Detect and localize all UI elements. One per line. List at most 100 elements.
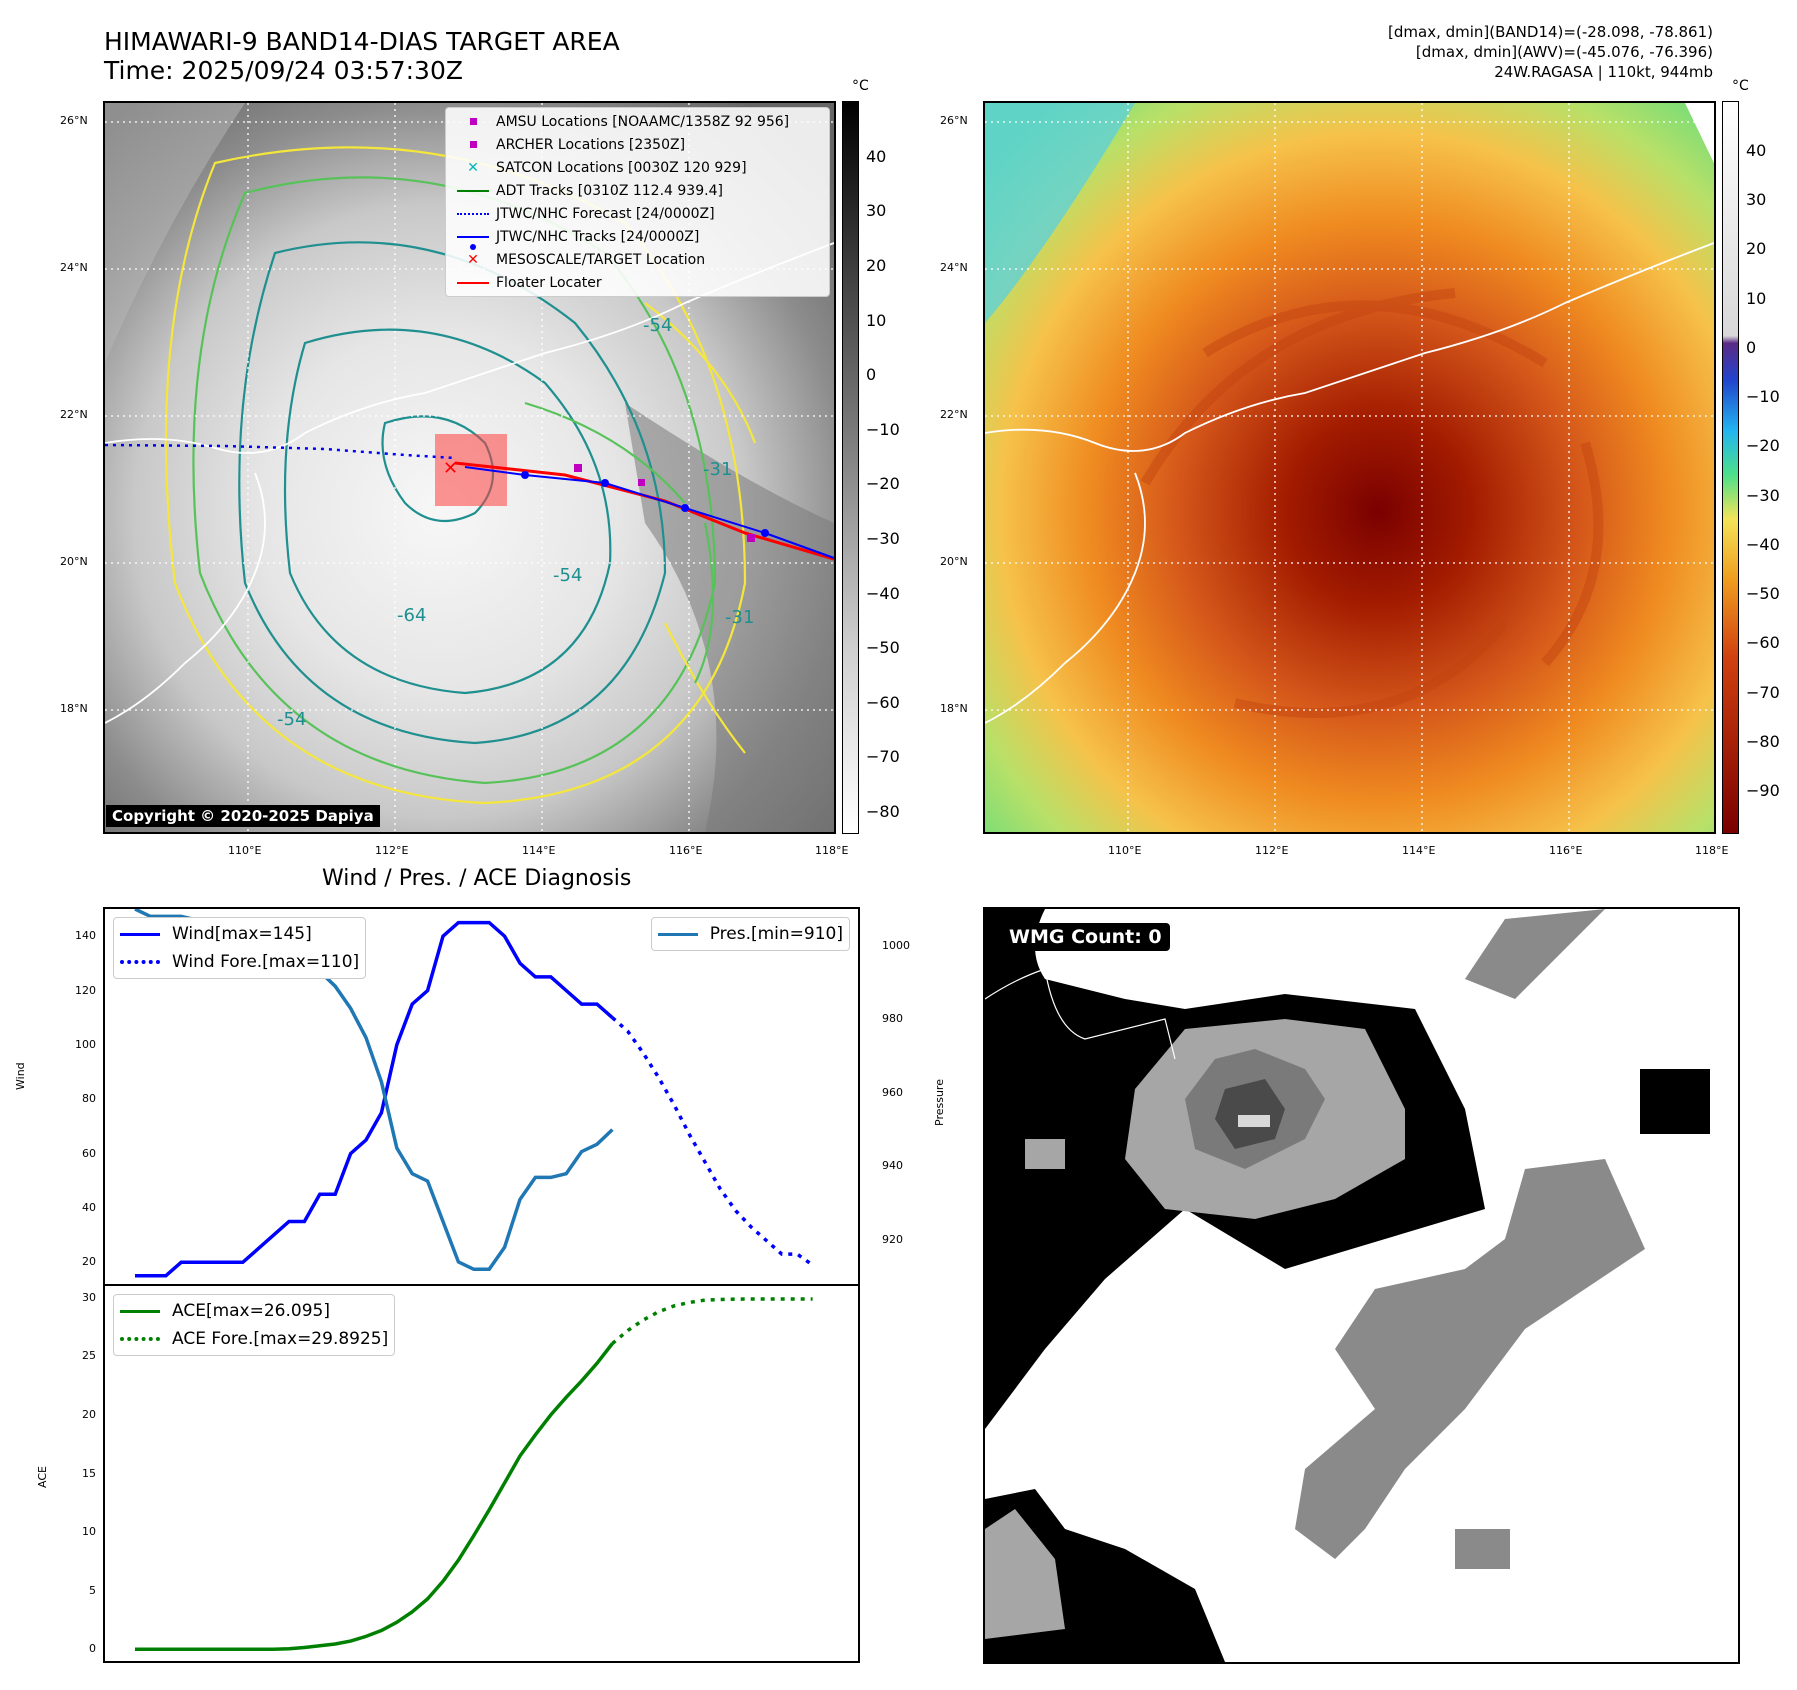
ace-axis-tick: 25 [82,1349,96,1363]
wmg-gray-band [1455,1529,1510,1569]
ace-axis-tick: 5 [89,1583,96,1597]
gray-colorbar-tick: −70 [866,747,900,767]
gray-colorbar-tick: −50 [866,638,900,658]
contour-label: -31 [703,459,732,480]
coastline [105,242,834,724]
color-colorbar-tick: −90 [1746,781,1780,801]
wind-axis-tick: 40 [82,1200,96,1214]
lon-label: 112°E [1255,844,1289,857]
legend-item: ✕ MESOSCALE/TARGET Location [467,251,706,268]
copyright-badge: Copyright © 2020-2025 Dapiya [106,805,380,827]
wind-pressure-chart: Wind[max=145] Wind Fore.[max=110] Pres.[… [103,907,860,1286]
map-legend: AMSU Locations [NOAAMC/1358Z 92 956] ARC… [445,107,830,297]
legend-item: JTWC/NHC Forecast [24/0000Z] [450,202,825,225]
wmg-gray-band [1295,1159,1645,1559]
wmg-core [1238,1115,1270,1127]
pressure-axis-tick: 960 [882,1085,903,1099]
lat-label: 18°N [940,702,968,715]
legend-item: Wind[max=145] [120,920,359,948]
pressure-legend: Pres.[min=910] [650,917,850,951]
gray-colorbar-tick: 40 [866,146,887,166]
legend-item: ADT Tracks [0310Z 112.4 939.4] [450,179,825,202]
lon-label: 114°E [1402,844,1436,857]
wind-axis-tick: 100 [75,1037,96,1051]
figure-title: HIMAWARI-9 BAND14-DIAS TARGET AREA [104,27,620,56]
pressure-axis-tick: 980 [882,1012,903,1026]
color-colorbar-tick: 40 [1746,140,1767,160]
jtwc-track [464,466,834,559]
pressure-axis-tick: 940 [882,1159,903,1173]
gray-colorbar-tick: 30 [866,201,887,221]
legend-item: AMSU Locations [NOAAMC/1358Z 92 956] [450,110,825,133]
lon-label: 116°E [1549,844,1583,857]
color-colorbar-tick: −10 [1746,387,1780,407]
ace-chart: ACE[max=26.095] ACE Fore.[max=29.8925] [103,1284,860,1663]
contour-label: -31 [725,607,754,628]
wmg-black-region [1640,1069,1710,1134]
pressure-axis-label: Pressure [933,1079,946,1126]
lat-label: 22°N [60,408,88,421]
lat-label: 26°N [60,114,88,127]
gray-colorbar-tick: −40 [866,583,900,603]
legend-item: ACE Fore.[max=29.8925] [120,1325,388,1353]
legend-item: JTWC/NHC Tracks [24/0000Z] [450,225,825,250]
color-colorbar-tick: −30 [1746,485,1780,505]
color-colorbar-tick: −50 [1746,584,1780,604]
color-colorbar-tick: −80 [1746,731,1780,751]
color-colorbar-tick: 10 [1746,288,1767,308]
lon-label: 112°E [375,844,409,857]
wmg-darkergray-region [1215,1079,1285,1149]
legend-item: Pres.[min=910] [657,920,843,948]
wmg-gray-band [1465,909,1605,999]
ace-axis-tick: 0 [89,1642,96,1656]
figure-time: Time: 2025/09/24 03:57:30Z [104,56,463,85]
wmg-coastline [985,968,1176,1060]
pressure-axis-tick: 920 [882,1232,903,1246]
awv-color-map [983,101,1716,834]
legend-item: ✕ SATCON Locations [0030Z 120 929] [467,159,747,176]
diagnosis-title: Wind / Pres. / ACE Diagnosis [322,866,632,891]
wmg-lightgray-region [1025,1139,1065,1169]
gray-colorbar-tick: 20 [866,255,887,275]
gray-colorbar-tick: −80 [866,802,900,821]
legend-item: ARCHER Locations [2350Z] [450,133,825,156]
archer-marker [747,534,755,542]
color-colorbar-tick: 0 [1746,337,1757,357]
lat-label: 22°N [940,408,968,421]
info-band14-range: [dmax, dmin](BAND14)=(-28.098, -78.861) [1388,23,1713,41]
lon-label: 118°E [1695,844,1729,857]
ace-axis-tick: 30 [82,1290,96,1304]
lat-label: 20°N [940,555,968,568]
gray-colorbar-tick: −20 [866,474,900,494]
amsu-marker-2 [638,479,645,486]
gray-colorbar-tick: −30 [866,528,900,548]
color-colorbar-tick: −60 [1746,633,1780,653]
colorbar-unit: °C [1732,78,1749,94]
ace-legend: ACE[max=26.095] ACE Fore.[max=29.8925] [113,1294,396,1356]
contour-yellow-band [644,302,757,754]
wind-line [135,920,614,1278]
gray-colorbar-tick: 0 [866,365,877,385]
ace-axis-tick: 15 [82,1466,96,1480]
lon-label: 110°E [228,844,262,857]
pressure-axis-tick: 1000 [882,938,910,952]
color-colorbar [1722,101,1739,834]
color-colorbar-tick: −70 [1746,682,1780,702]
ace-axis-tick: 10 [82,1525,96,1539]
lat-label: 18°N [60,702,88,715]
legend-item: Wind Fore.[max=110] [120,948,359,976]
ace-forecast-line [611,1297,813,1345]
ace-axis-label: ACE [36,1466,49,1488]
awv-background [985,103,1714,832]
gray-colorbar-tick: 10 [866,310,887,330]
gray-colorbar-tick: −10 [866,419,900,439]
wmg-lightgray-region [985,1509,1065,1639]
legend-item: ACE[max=26.095] [120,1297,388,1325]
amsu-marker [574,464,582,472]
lat-label: 26°N [940,114,968,127]
forecast-track [105,443,456,460]
color-colorbar-tick: −20 [1746,436,1780,456]
contour-label: -54 [643,315,672,336]
wind-axis-tick: 60 [82,1146,96,1160]
lat-label: 20°N [60,555,88,568]
